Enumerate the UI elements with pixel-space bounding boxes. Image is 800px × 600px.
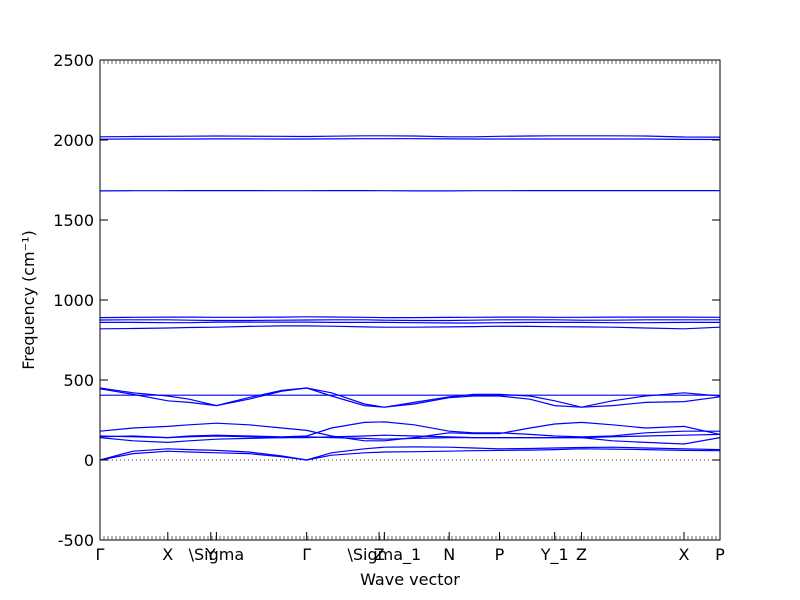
band-12 bbox=[99, 319, 720, 322]
y-tick-label: 2000 bbox=[53, 131, 94, 150]
x-tick-label: \Sigma_1 bbox=[348, 545, 422, 565]
band-16 bbox=[99, 135, 721, 138]
y-axis-label: Frequency (cm⁻¹) bbox=[19, 230, 38, 369]
band-11 bbox=[100, 321, 720, 324]
band-lines bbox=[99, 135, 721, 461]
x-tick-label: X bbox=[678, 545, 689, 564]
band-9 bbox=[99, 387, 721, 408]
band-10 bbox=[99, 325, 721, 330]
band-2 bbox=[99, 446, 721, 461]
x-tick-label: P bbox=[715, 545, 725, 564]
band-13 bbox=[99, 316, 721, 319]
x-tick-label: P bbox=[495, 545, 505, 564]
x-tick-label: Z bbox=[576, 545, 587, 564]
plot-area bbox=[100, 60, 720, 540]
y-axis-ticks: -500 0 500 1000 1500 2000 2500 bbox=[53, 51, 720, 550]
band-15 bbox=[99, 138, 721, 141]
minor-ticks bbox=[99, 60, 721, 540]
band-8 bbox=[99, 387, 721, 408]
x-tick-label: Y_1 bbox=[540, 545, 569, 565]
x-tick-label: Y bbox=[205, 545, 216, 564]
x-tick-label: \Sigma bbox=[189, 545, 245, 564]
x-axis-ticks: Γ X Y\Sigma Γ Z\Sigma_1 N P Y_1 Z X P bbox=[96, 532, 725, 565]
x-tick-label: Z bbox=[374, 545, 385, 564]
y-tick-label: 0 bbox=[84, 451, 94, 470]
x-tick-label: Γ bbox=[96, 545, 105, 564]
band-6 bbox=[99, 421, 720, 439]
y-tick-label: 2500 bbox=[53, 51, 94, 70]
band-5 bbox=[99, 421, 721, 442]
band-1 bbox=[99, 448, 721, 461]
band-3 bbox=[99, 433, 721, 444]
x-tick-label: Γ bbox=[302, 545, 311, 564]
y-tick-label: 1000 bbox=[53, 291, 94, 310]
x-axis-label: Wave vector bbox=[360, 570, 460, 589]
y-tick-label: 500 bbox=[63, 371, 94, 390]
y-tick-label: 1500 bbox=[53, 211, 94, 230]
y-tick-label: -500 bbox=[58, 531, 94, 550]
x-tick-label: N bbox=[443, 545, 455, 564]
x-tick-label: X bbox=[162, 545, 173, 564]
